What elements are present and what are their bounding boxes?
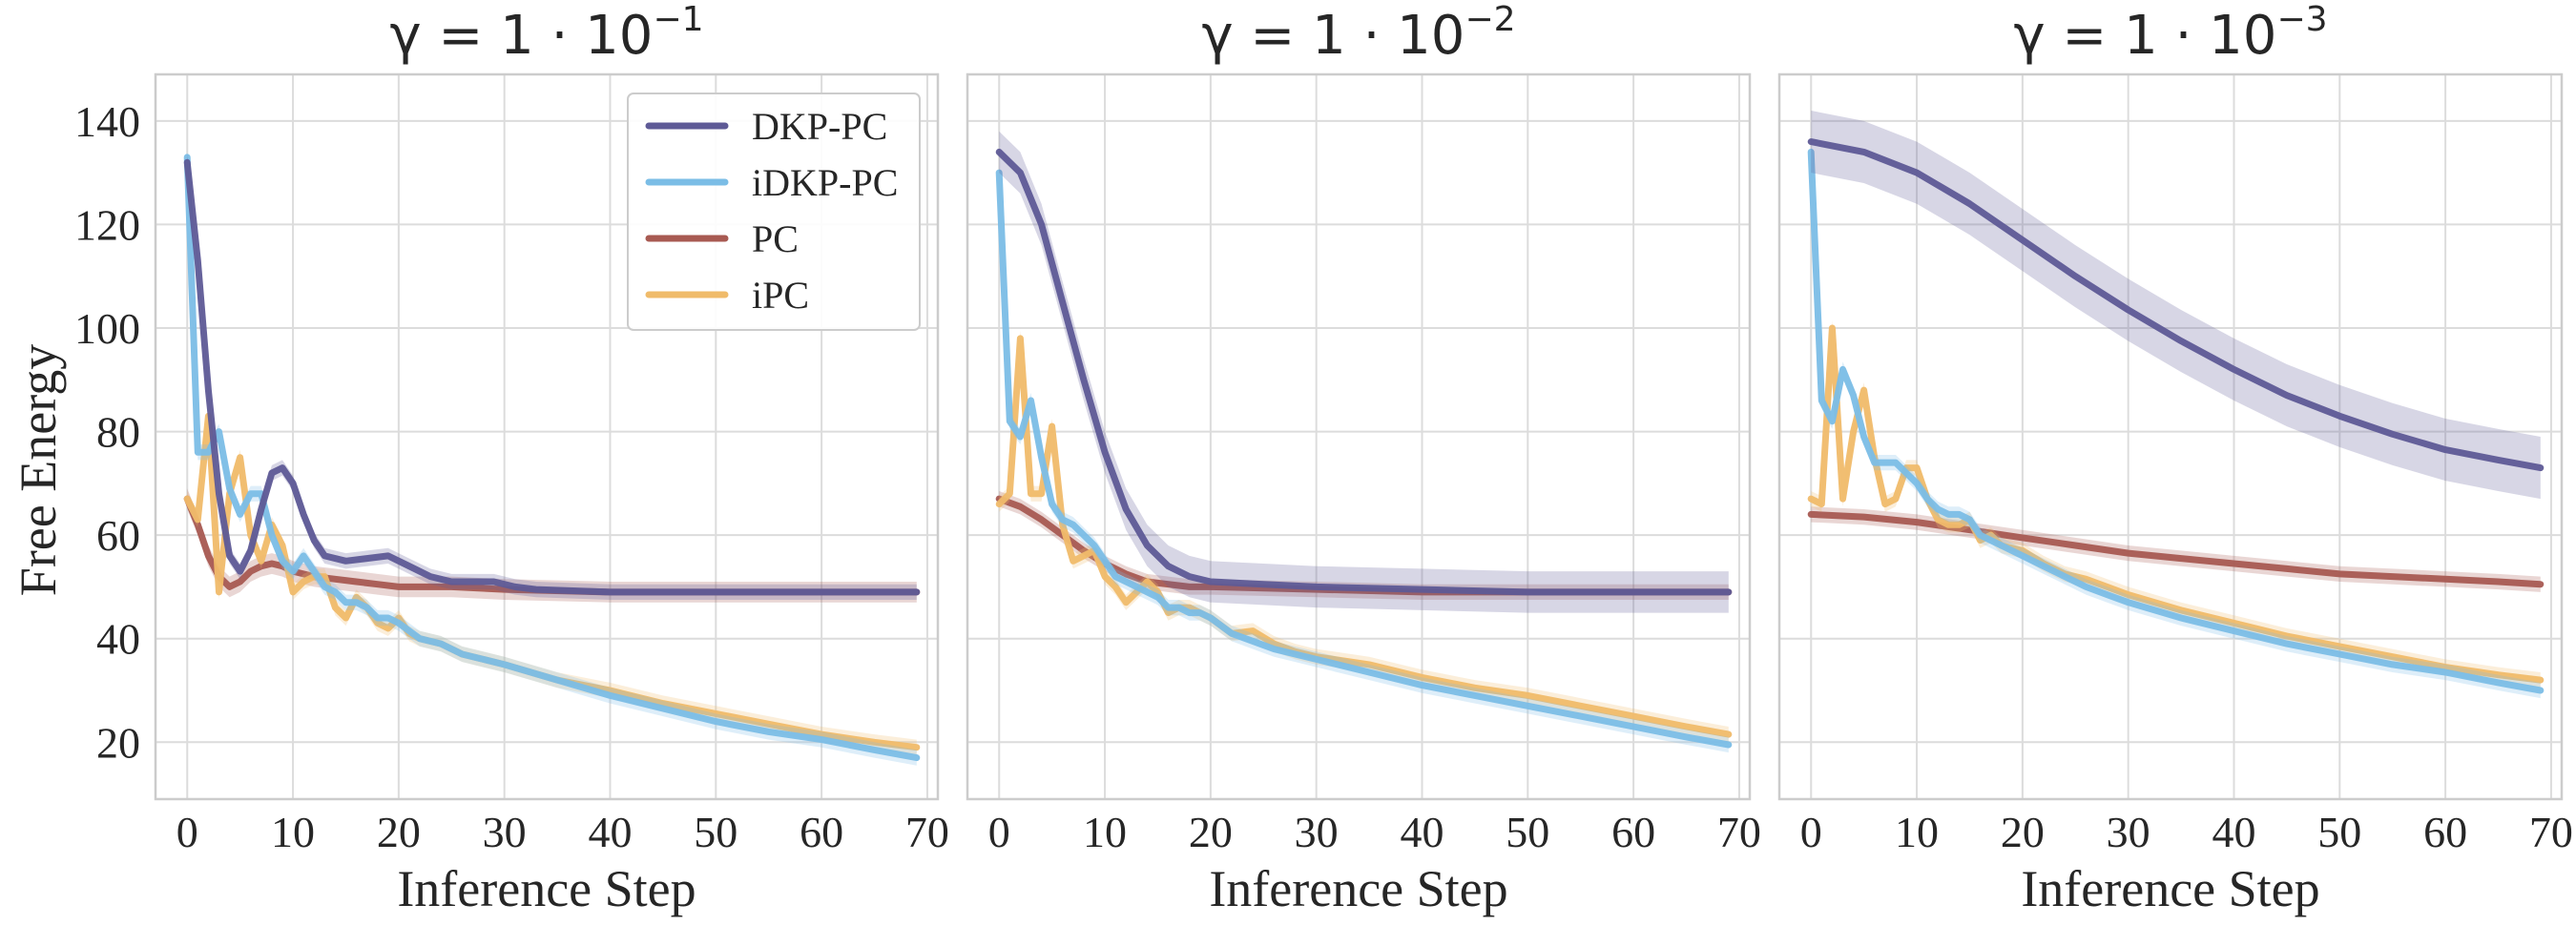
series-line-ipc <box>1807 324 2545 684</box>
series-line-idkp-pc <box>183 154 921 762</box>
y-tick-label: 60 <box>96 511 140 560</box>
panel-3: 0 10 20 30 40 50 60 70 Inference Step γ = 1 · 10−… <box>1777 0 2573 917</box>
y-tick-label: 120 <box>74 200 140 249</box>
x-tick-label: 40 <box>2212 808 2255 856</box>
x-tick-label: 20 <box>1189 808 1233 856</box>
plot-frame <box>154 72 940 801</box>
x-tick-label: 40 <box>588 808 632 856</box>
x-tick-label: 30 <box>2107 808 2150 856</box>
legend-box <box>627 92 921 331</box>
panel-title: γ = 1 · 10−3 <box>2013 0 2327 67</box>
y-tick-label: 20 <box>96 718 140 767</box>
x-tick-label: 50 <box>694 808 737 856</box>
legend-label: PC <box>752 217 799 260</box>
x-axis-label: Inference Step <box>397 860 696 917</box>
x-tick-label: 10 <box>1895 808 1939 856</box>
x-tick-label: 50 <box>2317 808 2361 856</box>
series-line-idkp-pc <box>1807 148 2545 694</box>
x-tick-label: 10 <box>271 808 315 856</box>
x-tick-label: 50 <box>1506 808 1549 856</box>
series-line-dkp-pc <box>183 158 921 596</box>
x-tick-label: 0 <box>177 808 198 856</box>
x-axis-label: Inference Step <box>1209 860 1507 917</box>
y-tick-label: 40 <box>96 615 140 664</box>
x-tick-label: 70 <box>1717 808 1761 856</box>
x-tick-label: 20 <box>2001 808 2045 856</box>
plot-frame <box>966 72 1752 801</box>
x-tick-label: 70 <box>905 808 949 856</box>
band-dkp-pc <box>1811 111 2541 500</box>
x-tick-label: 60 <box>2423 808 2467 856</box>
x-tick-label: 60 <box>1611 808 1655 856</box>
y-tick-label: 80 <box>96 408 140 457</box>
y-tick-label: 140 <box>74 97 140 146</box>
panel-title: γ = 1 · 10−1 <box>389 0 703 67</box>
panel-2: 0 10 20 30 40 50 60 70 Inference Step γ = 1 · 10−… <box>966 0 1761 917</box>
x-tick-label: 60 <box>800 808 843 856</box>
band-dkp-pc <box>999 131 1729 613</box>
series-line-idkp-pc <box>995 169 1733 749</box>
x-tick-label: 30 <box>1295 808 1339 856</box>
band-ipc <box>999 330 1729 743</box>
y-axis-label: Free Energy <box>10 344 67 596</box>
x-tick-label: 10 <box>1083 808 1127 856</box>
band-pc <box>1811 506 2541 592</box>
x-tick-label: 20 <box>377 808 421 856</box>
series-line-dkp-pc <box>1807 138 2545 472</box>
plot-frame <box>1777 72 2564 801</box>
x-tick-label: 70 <box>2529 808 2573 856</box>
x-axis-label: Inference Step <box>2021 860 2319 917</box>
panel-title: γ = 1 · 10−2 <box>1201 0 1515 67</box>
x-tick-label: 30 <box>483 808 527 856</box>
x-tick-label: 0 <box>988 808 1010 856</box>
band-pc <box>187 488 917 603</box>
x-tick-label: 0 <box>1800 808 1822 856</box>
series-line-dkp-pc <box>995 148 1733 596</box>
legend: DKP-PC iDKP-PC PC iPC <box>627 92 921 331</box>
legend-label: iDKP-PC <box>752 161 898 204</box>
legend-label: DKP-PC <box>752 105 887 148</box>
legend-label: iPC <box>752 274 809 317</box>
band-ipc <box>1811 319 2541 689</box>
x-tick-label: 40 <box>1400 808 1444 856</box>
series-line-pc <box>1807 510 2545 588</box>
y-tick-label: 100 <box>74 304 140 353</box>
panels: 0 10 20 30 40 50 60 7020406080100120140Inferenc… <box>74 0 2573 917</box>
band-ipc <box>187 408 917 755</box>
